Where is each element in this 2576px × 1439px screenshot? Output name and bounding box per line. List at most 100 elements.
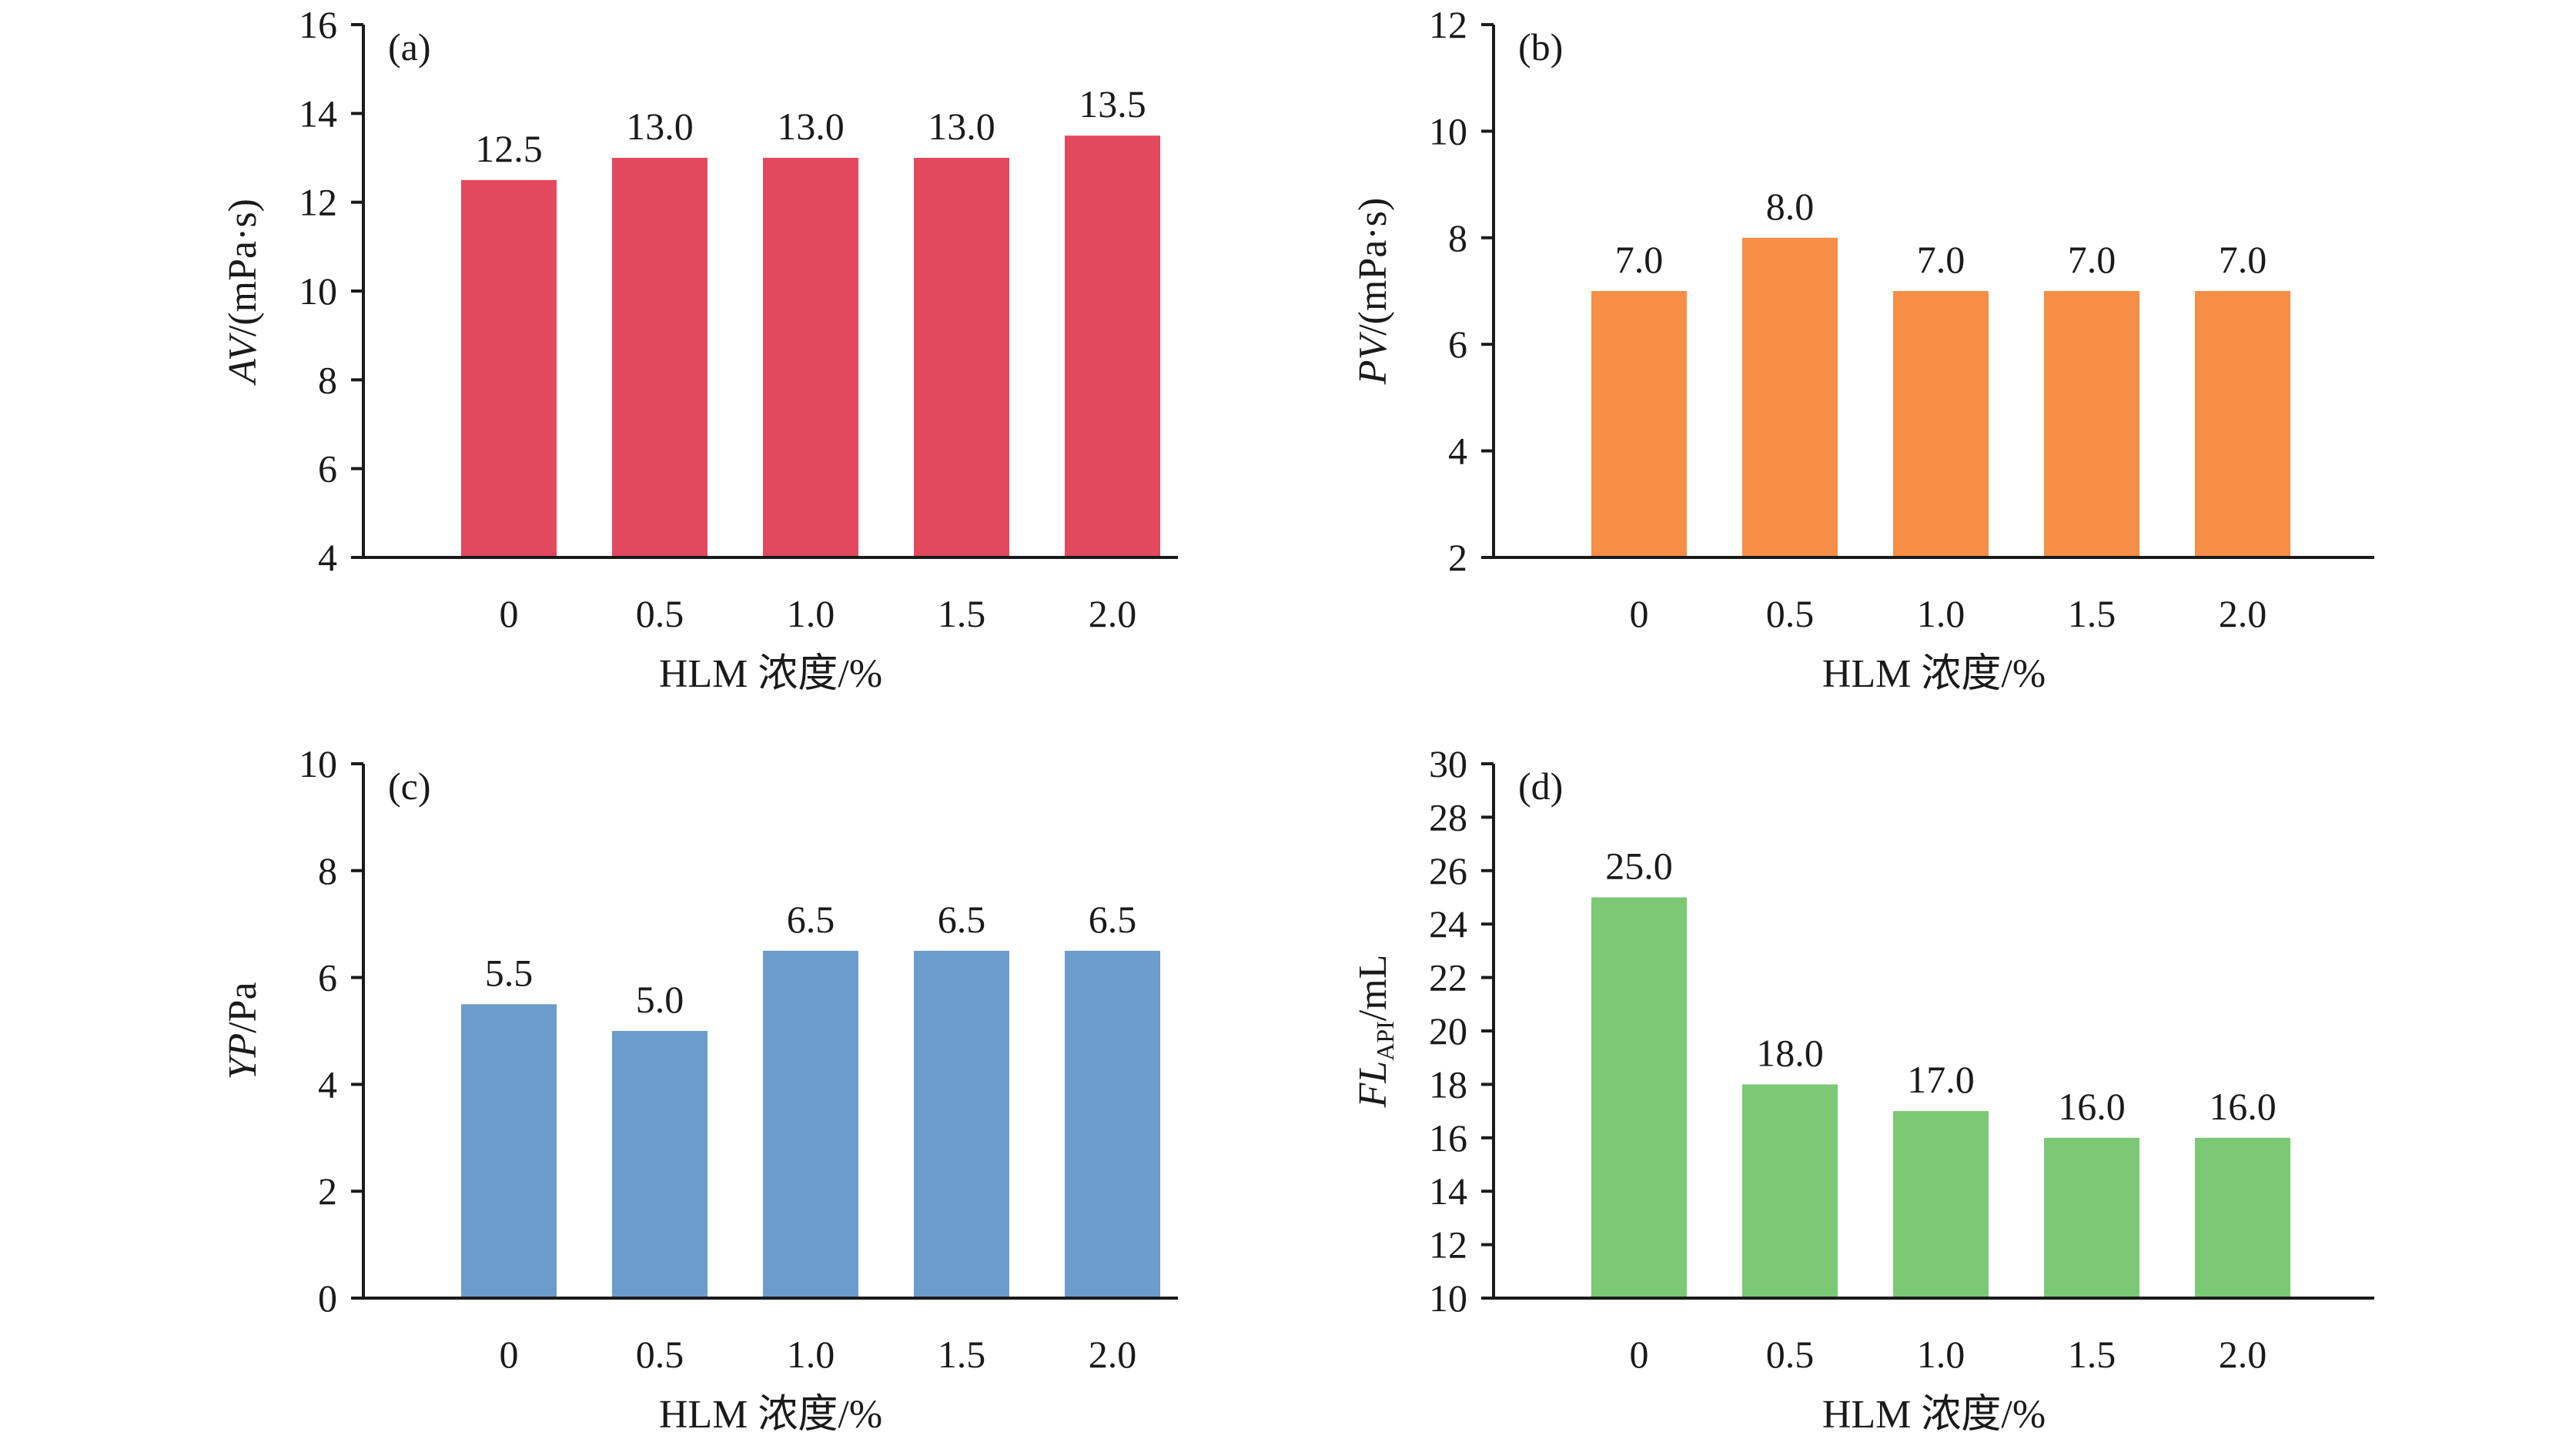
x-tick-label-a-3: 1.5 [938,592,986,635]
y-tick-label-b-5: 12 [1429,3,1467,46]
x-tick-label-c-1: 0.5 [636,1333,684,1376]
y-tick-label-d-10: 30 [1429,742,1467,785]
panel-a: 12.5 13.0 13.0 13.0 13.5 4 6 8 10 12 14 16 0 0.5 1.0 1.… [221,3,1178,696]
y-tick-label-b-1: 4 [1448,430,1467,473]
panel-tag-c: (c) [388,765,431,808]
y-tick-label-d-2: 14 [1429,1170,1467,1213]
bar-b-4 [2195,291,2290,557]
x-tick-label-a-4: 2.0 [1089,592,1137,635]
y-tick-label-b-0: 2 [1448,536,1467,579]
bar-a-1 [612,158,708,557]
x-tick-label-b-3: 1.5 [2068,592,2116,635]
y-tick-label-c-2: 4 [318,1063,337,1106]
x-tick-label-b-2: 1.0 [1917,592,1965,635]
y-tick-label-c-4: 8 [318,849,337,892]
data-label-d-0: 25.0 [1605,845,1673,888]
x-tick-label-c-2: 1.0 [787,1333,835,1376]
x-tick-label-c-0: 0 [500,1333,519,1376]
y-axis-label-a: AV/(mPa·s) [221,199,265,386]
x-axis-label-a: HLM 浓度/% [659,652,882,696]
x-tick-label-b-0: 0 [1630,592,1649,635]
y-tick-label-d-9: 28 [1429,795,1467,838]
y-tick-label-d-6: 22 [1429,956,1467,999]
y-tick-label-b-4: 10 [1429,109,1467,152]
data-label-c-3: 6.5 [938,898,986,941]
y-axis-label-c-unit: /Pa [221,982,265,1032]
bar-c-3 [914,950,1009,1298]
bar-d-3 [2044,1137,2139,1298]
bar-d-0 [1591,897,1687,1298]
panel-c: 5.5 5.0 6.5 6.5 6.5 0 2 4 6 8 10 0 0.5 1.0 1.5 2.0 HLM 浓… [221,742,1178,1437]
data-label-b-0: 7.0 [1615,238,1664,281]
x-tick-label-b-1: 0.5 [1766,592,1815,635]
y-tick-label-a-6: 16 [299,3,337,46]
x-tick-label-a-1: 0.5 [636,592,684,635]
data-label-c-1: 5.0 [636,978,684,1021]
y-tick-label-d-3: 16 [1429,1116,1467,1160]
y-tick-label-b-2: 6 [1448,323,1467,366]
data-label-c-0: 5.5 [485,951,534,994]
data-label-a-2: 13.0 [777,105,845,148]
data-label-b-2: 7.0 [1917,238,1965,281]
y-axis-label-d-subscript: API [1371,1021,1399,1061]
panel-tag-a: (a) [388,25,431,69]
bar-d-2 [1893,1111,1989,1298]
y-axis-label-c-symbol: YP [221,1033,265,1080]
bar-c-4 [1065,950,1160,1298]
bar-a-0 [461,179,557,558]
panel-tag-d: (d) [1518,765,1563,808]
bar-a-2 [763,158,858,557]
y-tick-label-a-4: 12 [299,181,337,224]
y-tick-label-c-3: 6 [318,956,337,999]
x-tick-label-d-1: 0.5 [1766,1333,1815,1376]
y-tick-label-a-3: 10 [299,269,337,313]
panel-d: 25.0 18.0 17.0 16.0 16.0 10 12 14 16 18 20 22 24 26 28… [1351,742,2374,1437]
data-label-a-0: 12.5 [475,127,543,170]
y-tick-label-c-0: 0 [318,1277,337,1320]
y-axis-label-a-unit: /(mPa·s) [221,199,265,336]
bar-a-3 [914,158,1009,557]
y-tick-label-d-8: 26 [1429,849,1467,892]
y-axis-label-a-symbol: AV [221,333,265,386]
y-tick-label-a-1: 6 [318,447,337,490]
bar-d-4 [2195,1137,2290,1298]
x-tick-label-c-4: 2.0 [1089,1333,1137,1376]
y-axis-label-d: FLAPI/mL [1351,955,1399,1109]
data-label-c-4: 6.5 [1089,898,1137,941]
bar-c-2 [763,950,858,1298]
bar-b-2 [1893,291,1989,557]
x-axis-label-d: HLM 浓度/% [1822,1393,2046,1437]
bar-c-1 [612,1031,708,1298]
y-axis-label-b: PV/(mPa·s) [1351,198,1395,386]
bar-b-0 [1591,291,1687,557]
panel-tag-b: (b) [1518,25,1563,69]
y-tick-label-d-5: 20 [1429,1009,1467,1052]
bar-d-1 [1742,1084,1838,1298]
data-label-d-2: 17.0 [1907,1058,1975,1101]
data-label-a-1: 13.0 [626,105,694,148]
x-axis-label-c: HLM 浓度/% [659,1393,882,1437]
data-label-a-3: 13.0 [928,105,995,148]
y-tick-label-c-5: 10 [299,742,337,785]
data-label-a-4: 13.5 [1079,82,1146,125]
bar-c-0 [461,1004,557,1298]
data-label-b-3: 7.0 [2068,238,2116,281]
x-axis-label-b: HLM 浓度/% [1822,652,2046,696]
x-tick-label-b-4: 2.0 [2219,592,2267,635]
y-axis-label-d-unit: /mL [1351,955,1395,1022]
x-tick-label-d-0: 0 [1630,1333,1649,1376]
y-tick-label-a-5: 14 [299,92,337,135]
data-label-b-1: 8.0 [1766,185,1815,228]
y-tick-label-a-0: 4 [318,536,337,579]
data-label-d-4: 16.0 [2209,1085,2277,1128]
x-tick-label-a-0: 0 [500,592,519,635]
y-tick-label-c-1: 2 [318,1170,337,1213]
y-tick-label-d-7: 24 [1429,902,1467,945]
y-tick-label-a-2: 8 [318,358,337,401]
y-axis-label-c: YP/Pa [221,982,265,1079]
y-tick-label-d-0: 10 [1429,1277,1467,1320]
x-tick-label-d-3: 1.5 [2068,1333,2116,1376]
data-label-b-4: 7.0 [2219,238,2267,281]
x-tick-label-d-2: 1.0 [1917,1333,1965,1376]
